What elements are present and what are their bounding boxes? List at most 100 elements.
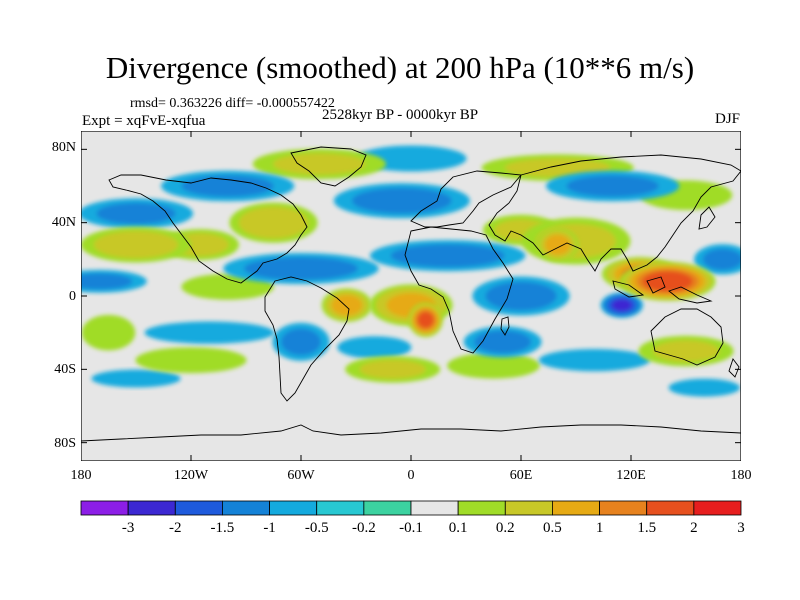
colorbar-label: 1 (595, 520, 604, 536)
divergence-anomaly (536, 227, 579, 262)
divergence-anomaly (81, 269, 147, 293)
colorbar-label: -1 (263, 520, 276, 536)
colorbar-label: 0.5 (543, 520, 562, 536)
divergence-anomaly (463, 326, 542, 358)
contour-level (417, 311, 434, 328)
season-label: DJF (714, 111, 740, 127)
divergence-anomaly (447, 352, 540, 379)
contour-level (652, 340, 720, 362)
divergence-anomaly (135, 347, 247, 374)
colorbar-label: 3 (737, 520, 745, 536)
contour-level (96, 202, 176, 225)
contour-level (238, 206, 309, 239)
coast-antarctica (81, 424, 741, 442)
rmsd-text: rmsd= 0.363226 diff= -0.000557422 (130, 96, 335, 111)
colorbar-label: 0.1 (448, 520, 468, 536)
colorbar-label: -0.5 (304, 520, 329, 536)
contour-level (281, 328, 321, 356)
divergence-anomaly (81, 314, 136, 351)
divergence-map (81, 131, 741, 461)
contour-level (642, 271, 693, 292)
coastlines (81, 146, 741, 442)
coast-new-zealand (728, 358, 740, 378)
coast-africa (404, 226, 514, 354)
contour-level (611, 299, 633, 312)
lat-tick-eq: 0 (69, 289, 76, 304)
coast-greenland (290, 146, 367, 187)
contour-level (447, 352, 540, 379)
contour-level (485, 281, 557, 311)
colorbar (80, 500, 742, 516)
contour-level (702, 248, 741, 270)
lon-tick-180e: 180 (730, 468, 752, 483)
divergence-anomaly (369, 240, 526, 272)
colorbar-label: -3 (121, 520, 135, 536)
colorbar-box (457, 500, 506, 516)
colorbar-box (269, 500, 318, 516)
colorbar-label: -0.2 (351, 520, 376, 536)
colorbar-label: -2 (169, 520, 182, 536)
coast-europe (410, 170, 522, 228)
figure-title: Divergence (smoothed) at 200 hPa (10**6 … (105, 50, 695, 85)
divergence-anomaly (81, 198, 194, 229)
contour-level (390, 244, 505, 268)
contour-level (474, 330, 532, 354)
coast-asia (488, 154, 741, 272)
colorbar-box (222, 500, 270, 516)
colorbar-label: 2 (690, 520, 698, 536)
divergence-anomaly (345, 356, 441, 383)
divergence-anomaly (91, 369, 181, 388)
divergence-anomaly (81, 226, 192, 263)
experiment-label: Expt = xqFvE-xqfua (82, 113, 206, 129)
lon-tick-120w: 120W (173, 468, 209, 483)
lon-tick-0: 0 (407, 468, 415, 483)
contour-level (144, 321, 275, 344)
colorbar-box (410, 500, 459, 516)
divergence-anomaly (538, 349, 650, 372)
coast-south-america (264, 276, 350, 402)
contour-level (359, 360, 426, 379)
coast-indonesia (612, 276, 713, 304)
colorbar-box (316, 500, 365, 516)
divergence-anomaly (546, 170, 680, 202)
lat-tick-40n: 40N (51, 215, 76, 230)
colorbar-label: -0.1 (399, 520, 423, 536)
divergence-anomaly (600, 292, 644, 318)
divergence-anomaly (668, 378, 741, 397)
colorbar-box (504, 500, 553, 516)
colorbar-box (552, 500, 600, 516)
contour-level (273, 153, 366, 175)
contour-level (331, 294, 363, 316)
lon-tick-60e: 60E (509, 468, 533, 483)
divergence-anomaly (144, 321, 275, 344)
contour-level (538, 349, 650, 372)
contour-level (135, 347, 247, 374)
lon-tick-120e: 120E (616, 468, 646, 483)
colorbar-box (127, 500, 176, 516)
coast-australia (650, 308, 724, 366)
lat-tick-80n: 80N (51, 140, 76, 155)
coast-madagascar (500, 316, 510, 336)
colorbar-box (646, 500, 695, 516)
contour-level (81, 314, 136, 351)
lat-tick-80s: 80S (54, 436, 76, 451)
contour-level (566, 175, 659, 197)
lon-tick-180w: 180 (70, 468, 92, 483)
divergence-anomaly (337, 336, 412, 359)
divergence-field (81, 145, 741, 397)
colorbar-label: 1.5 (637, 520, 657, 536)
contour-level (93, 231, 179, 259)
colorbar-box (363, 500, 412, 516)
divergence-anomaly (252, 148, 386, 180)
contour-level (244, 257, 358, 280)
divergence-anomaly (694, 244, 741, 275)
contour-level (544, 234, 571, 255)
divergence-anomaly (272, 322, 330, 361)
divergence-anomaly (408, 302, 443, 338)
period-label: 2528kyr BP - 0000kyr BP (322, 107, 479, 123)
colorbar-label: 0.2 (495, 520, 515, 536)
lat-tick-40s: 40S (54, 362, 76, 377)
contour-level (181, 175, 274, 197)
contour-level (668, 378, 741, 397)
coast-japan (698, 206, 716, 230)
